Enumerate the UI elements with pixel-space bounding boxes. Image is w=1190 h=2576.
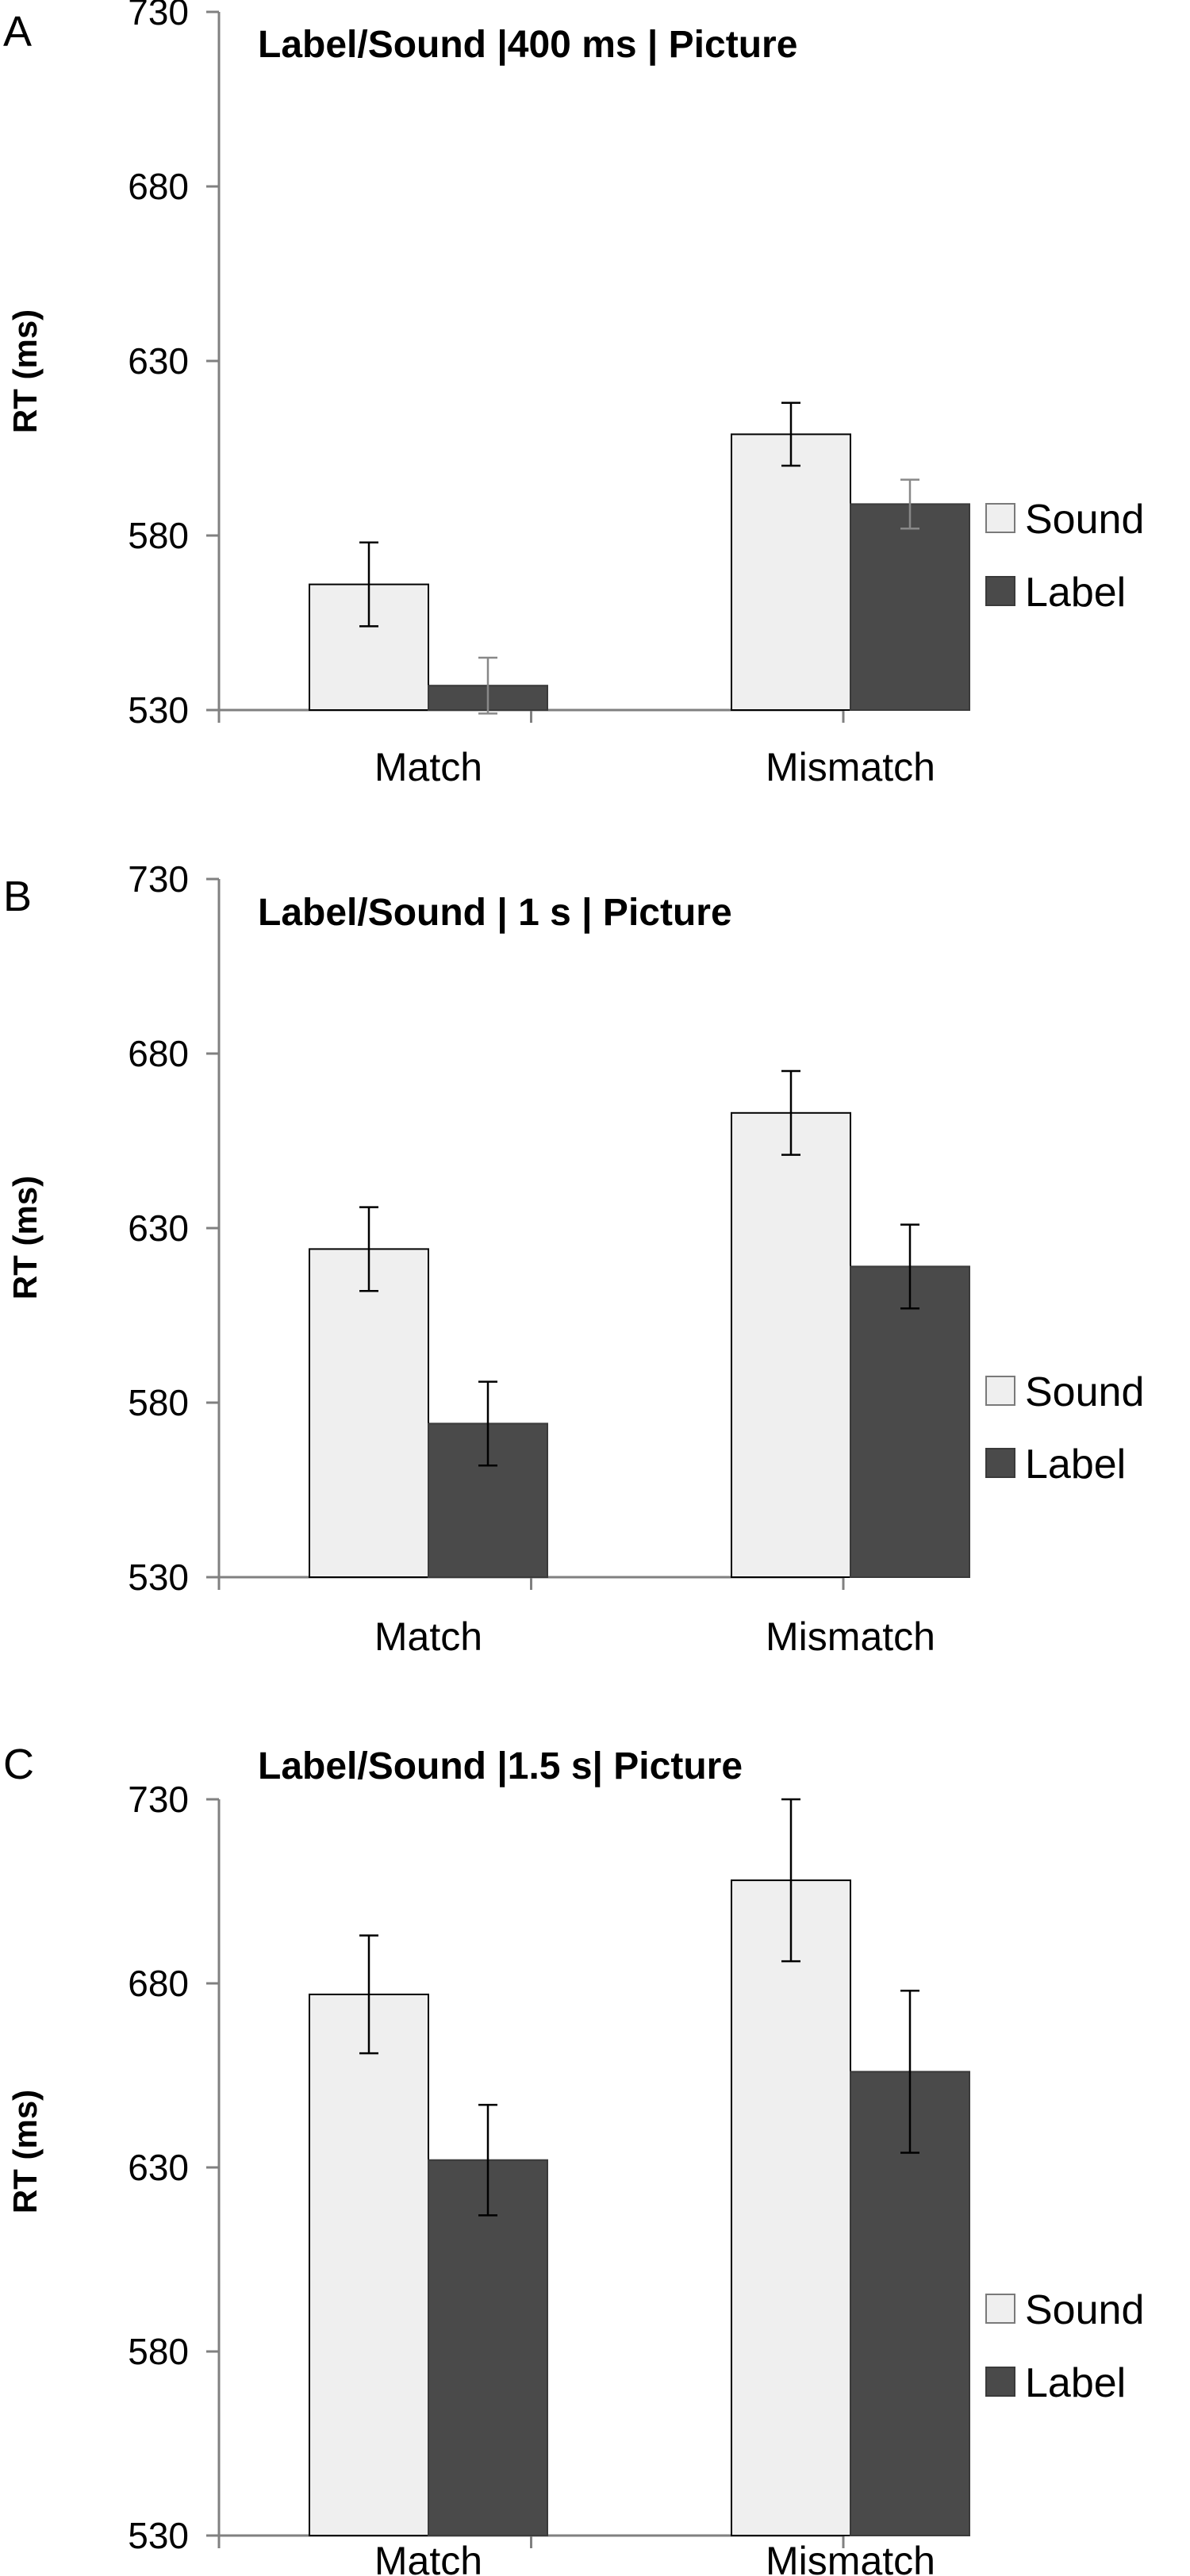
y-tick-label: 630	[128, 1207, 189, 1249]
y-axis-label: RT (ms)	[6, 1176, 44, 1300]
chart-title: Label/Sound |1.5 s| Picture	[258, 1745, 743, 1787]
chart-marks: 530 580 630 680 730 Match Mismatch	[128, 1779, 970, 2576]
panel-label: A	[3, 8, 32, 56]
legend-swatch-label	[985, 2367, 1015, 2397]
legend-label-sound: Sound	[1025, 1369, 1144, 1415]
y-tick-label: 580	[128, 1382, 189, 1423]
bar-label-match	[428, 2159, 548, 2536]
legend: Sound Label	[985, 1369, 1144, 1488]
y-tick-label: 680	[128, 1033, 189, 1074]
y-tick-label: 580	[128, 2331, 189, 2372]
legend-label-label: Label	[1025, 570, 1126, 616]
y-tick-label: 530	[128, 689, 189, 731]
y-axis-label: RT (ms)	[6, 309, 44, 433]
panel-label: B	[3, 873, 32, 920]
x-category-label: Mismatch	[766, 2539, 935, 2576]
x-category-label: Match	[374, 745, 482, 789]
legend-swatch-sound	[985, 2294, 1015, 2324]
y-tick-label: 730	[128, 0, 189, 33]
y-tick-label: 680	[128, 1963, 189, 2004]
panel-label: C	[3, 1741, 34, 1788]
y-tick-label: 530	[128, 2515, 189, 2556]
chart-title: Label/Sound |400 ms | Picture	[258, 24, 797, 66]
legend-label-label: Label	[1025, 2360, 1126, 2406]
legend-swatch-sound	[985, 1376, 1015, 1406]
bar-sound-mismatch	[731, 433, 851, 712]
bar-sound-mismatch	[731, 1111, 851, 1579]
legend-swatch-sound	[985, 503, 1015, 533]
y-tick-label: 730	[128, 858, 189, 900]
bar-sound-match	[309, 1993, 429, 2536]
x-category-label: Match	[374, 2539, 482, 2576]
panel-a: A Label/Sound |400 ms | Picture RT (ms) …	[3, 0, 1144, 789]
chart-title: Label/Sound | 1 s | Picture	[258, 892, 732, 934]
y-tick-label: 630	[128, 340, 189, 382]
bar-sound-mismatch	[731, 1879, 851, 2537]
panel-b: B Label/Sound | 1 s | Picture RT (ms) 53…	[3, 858, 1144, 1659]
x-category-label: Match	[374, 1614, 482, 1659]
legend-swatch-label	[985, 576, 1015, 606]
legend-swatch-label	[985, 1448, 1015, 1478]
legend: Sound Label	[985, 497, 1144, 616]
x-category-label: Mismatch	[766, 1614, 935, 1659]
bar-label-mismatch	[850, 503, 970, 712]
y-tick-label: 580	[128, 515, 189, 556]
legend-label-label: Label	[1025, 1442, 1126, 1488]
y-tick-label: 630	[128, 2147, 189, 2188]
bar-label-mismatch	[850, 1265, 970, 1579]
legend-label-sound: Sound	[1025, 2287, 1144, 2333]
y-tick-label: 680	[128, 166, 189, 207]
x-category-label: Mismatch	[766, 745, 935, 789]
panel-c: C Label/Sound |1.5 s| Picture RT (ms) 53…	[3, 1741, 1144, 2576]
bar-sound-match	[309, 1248, 429, 1579]
chart-marks: 530 580 630 680 730 Match Mismatch	[128, 0, 970, 789]
y-axis-label: RT (ms)	[6, 2090, 44, 2213]
y-tick-label: 530	[128, 1557, 189, 1598]
y-tick-label: 730	[128, 1779, 189, 1820]
legend: Sound Label	[985, 2287, 1144, 2406]
chart-marks: 530 580 630 680 730 Match Mismatch	[128, 858, 970, 1659]
legend-label-sound: Sound	[1025, 497, 1144, 543]
